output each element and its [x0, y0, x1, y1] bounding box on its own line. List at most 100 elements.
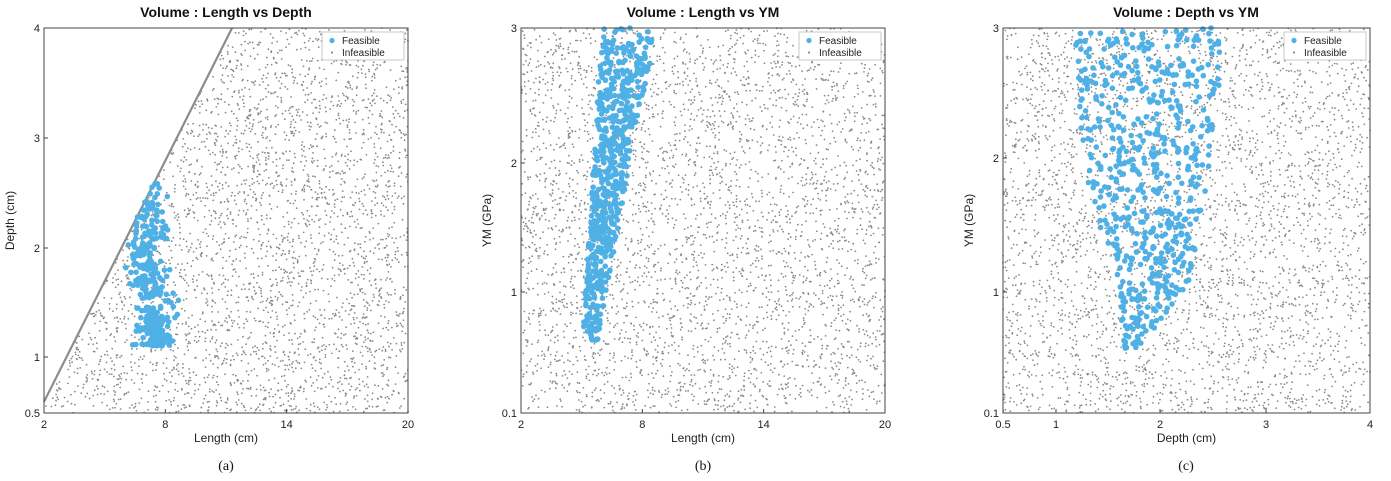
infeasible-point [850, 275, 852, 278]
infeasible-point [397, 195, 400, 198]
infeasible-point [68, 359, 71, 362]
infeasible-point [285, 32, 287, 34]
infeasible-point [784, 387, 787, 390]
feasible-point [129, 342, 136, 348]
infeasible-point [681, 326, 683, 329]
infeasible-point [115, 316, 118, 319]
infeasible-point [328, 395, 330, 398]
infeasible-point [392, 336, 395, 339]
infeasible-point [225, 342, 228, 345]
infeasible-point [657, 345, 659, 347]
infeasible-point [650, 341, 653, 343]
infeasible-point [285, 385, 288, 388]
infeasible-point [714, 96, 717, 99]
infeasible-point [361, 345, 364, 348]
infeasible-point [570, 164, 573, 167]
infeasible-point [172, 349, 175, 352]
infeasible-point [290, 96, 292, 98]
infeasible-point [272, 56, 275, 59]
infeasible-point [404, 38, 407, 41]
infeasible-point [690, 378, 693, 381]
infeasible-point [70, 357, 73, 360]
infeasible-point [311, 196, 314, 199]
infeasible-point [213, 132, 216, 135]
infeasible-point [117, 398, 120, 401]
infeasible-point [872, 332, 875, 335]
infeasible-point [252, 238, 255, 241]
infeasible-point [221, 362, 224, 365]
infeasible-point [204, 197, 207, 199]
infeasible-point [696, 154, 699, 157]
infeasible-point [798, 328, 800, 331]
infeasible-point [849, 277, 851, 280]
infeasible-point [226, 166, 229, 169]
infeasible-point [353, 335, 355, 338]
infeasible-point [230, 384, 233, 387]
infeasible-point [340, 200, 343, 203]
infeasible-point [726, 294, 728, 297]
infeasible-point [344, 161, 347, 164]
infeasible-point [187, 349, 190, 352]
infeasible-point [367, 331, 370, 334]
infeasible-point [686, 274, 688, 277]
infeasible-point [618, 280, 621, 283]
infeasible-point [728, 363, 731, 366]
infeasible-point [731, 114, 734, 117]
infeasible-point [752, 346, 755, 348]
infeasible-point [373, 367, 376, 370]
infeasible-point [710, 379, 713, 382]
infeasible-point [339, 262, 341, 265]
infeasible-point [204, 340, 207, 343]
infeasible-point [285, 392, 288, 395]
infeasible-point [554, 354, 557, 357]
infeasible-point [739, 79, 742, 82]
infeasible-point [81, 359, 84, 361]
infeasible-point [386, 341, 389, 344]
infeasible-point [201, 312, 204, 315]
infeasible-point [661, 46, 664, 49]
infeasible-point [546, 406, 549, 409]
infeasible-point [163, 169, 165, 172]
infeasible-point [841, 291, 843, 293]
infeasible-point [403, 341, 406, 344]
infeasible-point [296, 111, 299, 113]
infeasible-point [374, 214, 377, 217]
infeasible-point [682, 367, 685, 369]
infeasible-point [257, 44, 260, 46]
infeasible-point [337, 160, 340, 163]
infeasible-point [349, 249, 352, 252]
infeasible-point [131, 230, 133, 233]
infeasible-point [256, 257, 259, 260]
infeasible-point [251, 297, 254, 299]
infeasible-point [577, 67, 580, 70]
infeasible-point [769, 369, 772, 371]
infeasible-point [275, 62, 278, 64]
infeasible-point [720, 291, 723, 294]
infeasible-point [675, 92, 677, 95]
infeasible-point [193, 212, 196, 215]
infeasible-point [667, 390, 670, 393]
infeasible-point [366, 329, 369, 332]
infeasible-point [349, 160, 352, 162]
infeasible-point [825, 347, 828, 350]
infeasible-point [347, 153, 350, 156]
infeasible-point [189, 148, 192, 151]
infeasible-point [325, 135, 328, 138]
infeasible-point [184, 393, 186, 395]
infeasible-point [214, 341, 217, 344]
infeasible-point [854, 115, 856, 118]
infeasible-point [362, 99, 365, 101]
infeasible-point [590, 66, 593, 69]
infeasible-point [335, 348, 338, 351]
infeasible-point [381, 372, 384, 374]
infeasible-point [323, 401, 326, 404]
infeasible-point [328, 300, 331, 303]
infeasible-point [867, 315, 870, 318]
infeasible-point [365, 407, 367, 410]
infeasible-point [823, 285, 826, 287]
infeasible-point [222, 57, 225, 60]
infeasible-point [336, 105, 339, 107]
infeasible-point [154, 349, 157, 352]
infeasible-point [717, 399, 720, 402]
infeasible-point [267, 48, 270, 51]
